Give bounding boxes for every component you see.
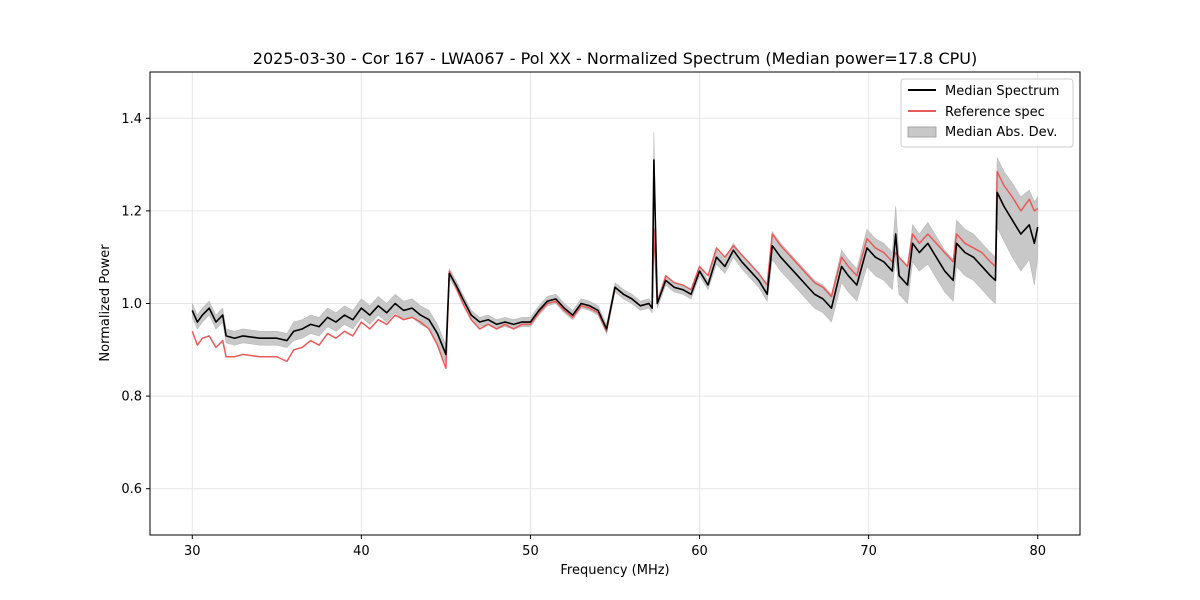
y-tick-label: 1.0: [121, 297, 142, 312]
series-lines: [191, 159, 1039, 370]
x-tick-label: 40: [353, 544, 370, 559]
x-tick-label: 60: [691, 544, 708, 559]
x-tick-label: 70: [860, 544, 877, 559]
y-tick-label: 0.6: [121, 482, 142, 497]
legend-label-median-spectrum: Median Spectrum: [945, 84, 1059, 99]
legend-box: [900, 78, 1074, 148]
median-abs-dev-area: [191, 132, 1039, 364]
legend: Median Spectrum Reference spec Median Ab…: [900, 78, 1074, 148]
legend-label-reference-spec: Reference spec: [945, 105, 1045, 120]
y-tick-label: 1.2: [121, 204, 142, 219]
y-axis: 0.6 0.8 1.0 1.2 1.4: [121, 112, 150, 497]
x-tick-label: 80: [1029, 544, 1046, 559]
y-tick-label: 0.8: [121, 390, 142, 405]
x-axis-label: Frequency (MHz): [560, 563, 669, 578]
median-abs-dev-band: [191, 132, 1039, 364]
legend-swatch-median-abs-dev: [907, 126, 937, 138]
x-axis: 30 40 50 60 70 80: [184, 535, 1046, 559]
x-tick-label: 50: [522, 544, 539, 559]
median-spectrum-line: [191, 159, 1039, 356]
x-tick-label: 30: [184, 544, 201, 559]
y-tick-label: 1.4: [121, 112, 142, 127]
y-axis-label: Normalized Power: [98, 244, 113, 362]
chart-title: 2025-03-30 - Cor 167 - LWA067 - Pol XX -…: [253, 49, 977, 68]
legend-label-median-abs-dev: Median Abs. Dev.: [945, 125, 1057, 140]
